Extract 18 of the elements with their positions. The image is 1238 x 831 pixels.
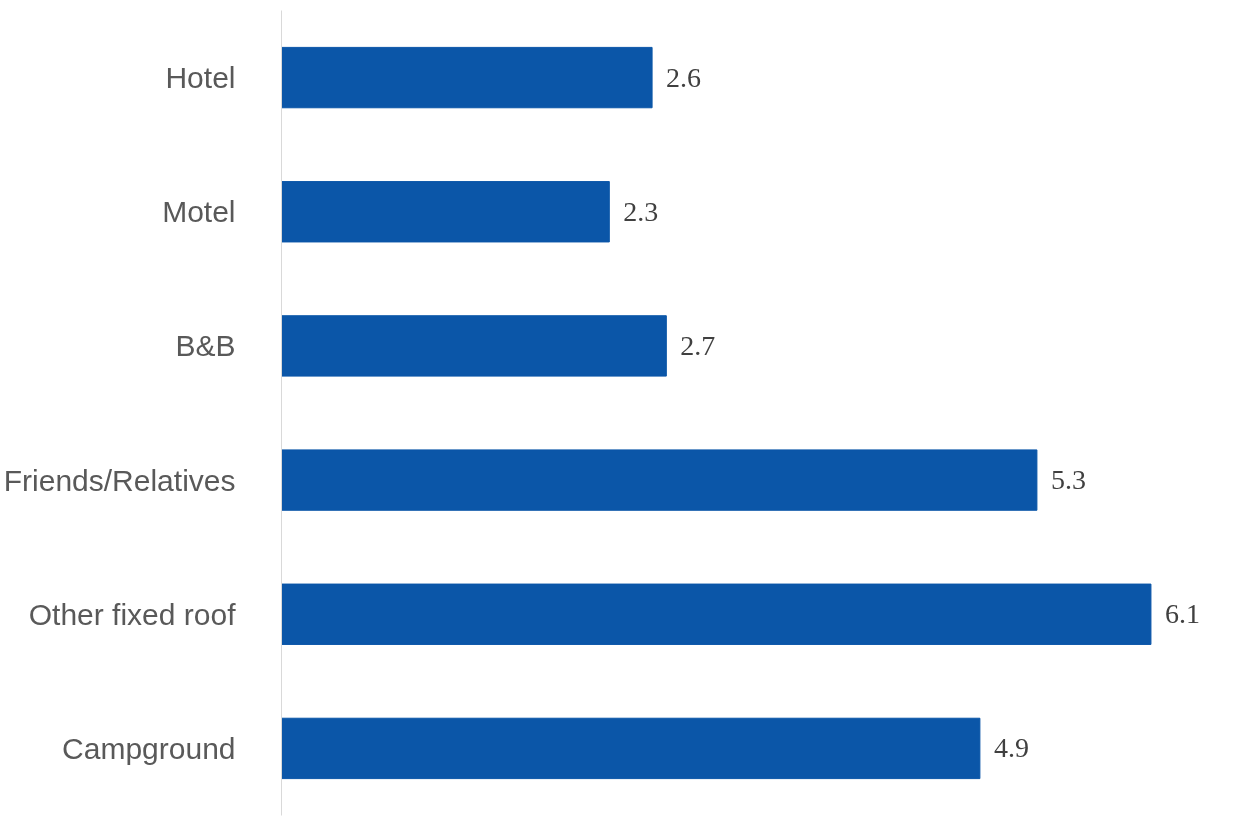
bar [281, 449, 1038, 511]
data-label: 6.1 [1164, 598, 1200, 630]
bar [281, 181, 610, 243]
data-label: 4.9 [993, 732, 1029, 764]
y-tick-label: B&B [175, 329, 236, 363]
y-tick-label: Friends/Relatives [3, 463, 236, 497]
data-label: 5.3 [1050, 464, 1086, 496]
bar [281, 583, 1152, 645]
y-tick-label: Other fixed roof [28, 597, 237, 631]
data-label: 2.7 [680, 329, 716, 361]
bar [281, 315, 667, 377]
bar [281, 46, 653, 109]
y-tick-label: Campground [62, 731, 236, 765]
data-label: 2.3 [623, 195, 659, 227]
y-tick-label: Motel [162, 195, 236, 229]
bar [281, 717, 981, 780]
y-tick-label: Hotel [165, 61, 236, 95]
data-label: 2.6 [666, 61, 702, 93]
